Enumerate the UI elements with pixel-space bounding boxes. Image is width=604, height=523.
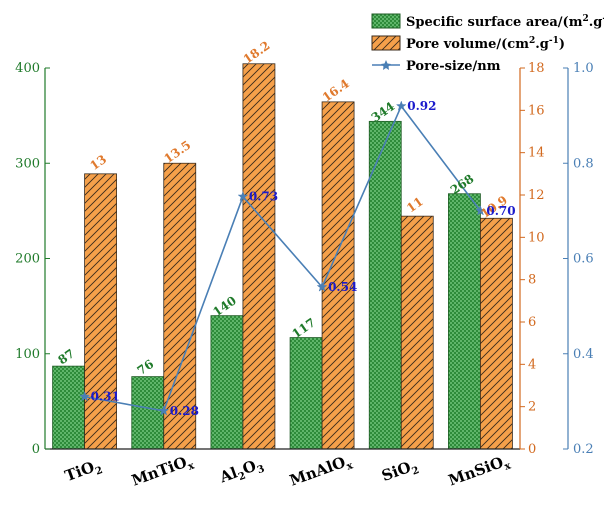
legend-label-pore-size: Pore-size/nm (406, 59, 501, 74)
legend-label-specific-surface-area: Specific surface area/(m2.g-1) (406, 14, 604, 30)
bar-pore-volume (480, 217, 513, 450)
data-label-pore-volume: 16.4 (320, 76, 352, 104)
bars-layer (52, 63, 513, 450)
data-label-pore-size: 0.54 (328, 280, 357, 294)
middle-axis-tick-label: 18 (528, 61, 545, 76)
data-label-pore-size: 0.31 (91, 390, 120, 404)
category-label: SiO2 (379, 456, 421, 488)
left-axis-tick-label: 400 (15, 61, 40, 76)
middle-axis-tick-label: 16 (528, 103, 545, 118)
data-label-pore-volume: 13.5 (161, 138, 193, 166)
middle-axis-tick-label: 0 (528, 442, 536, 457)
data-label-pore-size: 0.28 (170, 404, 199, 418)
legend-swatch-pore-volume (371, 35, 401, 51)
pore-size-point (158, 405, 170, 416)
category-label: MnSiOx (446, 451, 513, 493)
right-axis-tick-label: 0.6 (573, 252, 594, 267)
data-label-pore-volume: 13 (87, 152, 109, 173)
pore-size-series-line (84, 104, 482, 412)
data-label-pore-volume: 18.2 (241, 38, 273, 66)
pore-size-point (316, 281, 328, 292)
bar-specific-surface-area (368, 120, 402, 450)
data-labels-layer: 87137613.514018.211716.43441126810.90.31… (55, 38, 515, 418)
middle-axis-tick-label: 14 (528, 146, 545, 161)
bar-specific-surface-area (210, 315, 244, 450)
middle-axis-tick-label: 2 (528, 400, 536, 415)
pore-size-point (474, 205, 486, 216)
bar-pore-volume (400, 215, 434, 450)
bar-pore-volume (84, 173, 117, 450)
middle-axis-tick-label: 10 (528, 230, 545, 245)
left-axis-tick-label: 0 (32, 442, 40, 457)
legend-swatch-specific-surface-area (371, 13, 401, 29)
left-axis-tick-label: 300 (15, 156, 40, 171)
right-axis-tick-label: 0.2 (573, 442, 594, 457)
left-axis-tick-label: 200 (15, 252, 40, 267)
category-label: TiO2 (62, 456, 104, 488)
left-axis-tick-label: 100 (15, 347, 40, 362)
data-label-pore-volume: 11 (404, 194, 426, 215)
legend-label-pore-volume: Pore volume/(cm2.g-1) (406, 36, 565, 52)
right-axis-tick-label: 1.0 (573, 61, 594, 76)
middle-axis-tick-label: 6 (528, 315, 536, 330)
middle-axis-tick-label: 12 (528, 188, 545, 203)
pore-size-point (395, 100, 407, 111)
bar-specific-surface-area (289, 337, 323, 450)
data-label-specific-surface-area: 87 (55, 346, 77, 367)
middle-axis-tick-label: 4 (528, 357, 536, 372)
bar-pore-volume (163, 162, 197, 450)
data-label-specific-surface-area: 76 (135, 357, 157, 378)
data-label-pore-size: 0.92 (407, 99, 436, 113)
pore-size-point (79, 390, 91, 402)
bar-pore-volume (242, 63, 276, 450)
middle-axis-tick-label: 8 (528, 273, 536, 288)
category-label: Al2O3 (216, 454, 266, 489)
bar-specific-surface-area (52, 365, 85, 450)
pore-size-point (237, 190, 249, 202)
pore-size-line-layer (79, 100, 486, 416)
right-axis-tick-label: 0.8 (573, 156, 594, 171)
right-axis-tick-label: 0.4 (573, 347, 594, 362)
bar-specific-surface-area (448, 193, 481, 450)
category-label: MnTiOx (129, 451, 197, 493)
data-label-pore-size: 0.70 (486, 204, 515, 218)
data-label-pore-size: 0.73 (249, 190, 278, 204)
bar-specific-surface-area (131, 376, 165, 450)
category-label: MnAlOx (287, 451, 355, 493)
legend: Specific surface area/(m2.g-1) Pore volum… (371, 13, 604, 74)
legend-swatch-pore-size-star (381, 60, 391, 70)
